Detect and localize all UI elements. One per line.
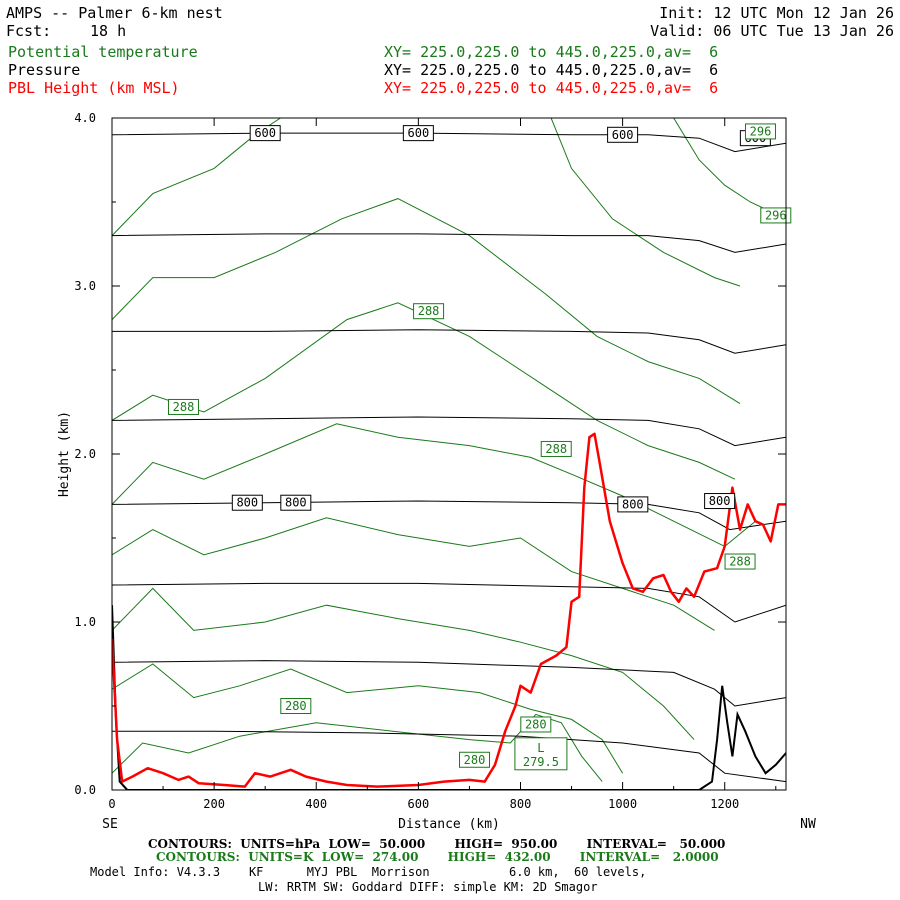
pressure-label-800: 800 <box>285 496 307 510</box>
y-axis-label: Height (km) <box>57 411 72 497</box>
terrain <box>112 605 786 790</box>
y-tick-label-0.0: 0.0 <box>74 783 96 797</box>
pressure-label-800-box <box>231 494 263 511</box>
field-theta-xy: XY= 225.0,225.0 to 445.0,225.0,av= 6 <box>384 43 719 61</box>
pressure-label-600-box <box>607 126 639 143</box>
field-pbl-name: PBL Height (km MSL) <box>8 79 180 97</box>
field-theta-name: Potential temperature <box>8 43 198 61</box>
pressure-contour-900 <box>112 660 786 707</box>
x-tick-label-1200: 1200 <box>710 797 739 811</box>
y-tick-label-1.0: 1.0 <box>74 615 96 629</box>
x-tick-label-200: 200 <box>203 797 225 811</box>
x-tick-label-1000: 1000 <box>608 797 637 811</box>
theta-contour-282 <box>112 663 624 774</box>
fcst-label: Fcst: <box>6 22 52 40</box>
field-pbl-xy: XY= 225.0,225.0 to 445.0,225.0,av= 6 <box>384 79 719 97</box>
theta-label-280-box <box>459 751 491 768</box>
pressure-label-800-box <box>704 493 736 510</box>
theta-label-280: 280 <box>285 699 307 713</box>
pbl-height-line <box>112 432 786 788</box>
theta-label-296-box <box>744 123 776 140</box>
theta-label-296-box <box>760 207 792 224</box>
pressure-label-600: 600 <box>408 126 430 140</box>
axes: 0 200 400 600 800 1000 1200 0.0 1.0 2.0 3.0 4.0 <box>74 111 786 811</box>
theta-label-296: 296 <box>765 208 787 222</box>
theta-label-288: 288 <box>545 442 567 456</box>
pressure-label-800: 800 <box>622 497 644 511</box>
pbl-height <box>112 432 786 788</box>
x-right-end-label: NW <box>800 817 816 832</box>
pressure-contour-950 <box>112 730 786 783</box>
footer-model-info: Model Info: V4.3.3 KF MYJ PBL Morrison 6… <box>90 865 647 879</box>
pressure-label-800: 800 <box>709 494 731 508</box>
pressure-label-600: 600 <box>254 126 276 140</box>
field-pressure-xy: XY= 225.0,225.0 to 445.0,225.0,av= 6 <box>384 61 719 79</box>
theta-label-288-box <box>540 440 572 457</box>
chart-title: AMPS -- Palmer 6-km nest <box>6 4 223 22</box>
x-tick-label-600: 600 <box>408 797 430 811</box>
theta-label-288-box <box>724 553 756 570</box>
pressure-contour-800 <box>112 500 786 531</box>
pressure-label-800: 800 <box>236 496 258 510</box>
footer-physics-info: LW: RRTM SW: Goddard DIFF: simple KM: 2D… <box>258 880 598 894</box>
pressure-label-600-box <box>249 125 281 142</box>
pressure-label-800-box <box>617 496 649 513</box>
valid-time: Valid: 06 UTC Tue 13 Jan 26 <box>650 22 894 40</box>
y-tick-label-4.0: 4.0 <box>74 111 96 125</box>
pressure-label-600: 600 <box>612 128 634 142</box>
pressure-contour-650 <box>112 233 786 253</box>
terrain-line <box>112 605 786 790</box>
theta-label-288-box <box>167 398 199 415</box>
footer-pressure-contours: CONTOURS: UNITS=hPa LOW= 50.000 HIGH= 95… <box>148 837 726 851</box>
pressure-contour-850 <box>112 582 786 623</box>
theta-label-280-box <box>520 716 552 733</box>
pressure-contour-700 <box>112 329 786 354</box>
theta-contour-280 <box>112 713 603 782</box>
x-tick-label-400: 400 <box>305 797 327 811</box>
field-pressure-name: Pressure <box>8 61 81 79</box>
theta-label-288-box <box>413 303 445 320</box>
theta-label-280: 280 <box>464 753 486 767</box>
theta-label-280: 280 <box>525 717 547 731</box>
x-tick-label-800: 800 <box>510 797 532 811</box>
x-tick-label-0: 0 <box>108 797 115 811</box>
y-tick-label-3.0: 3.0 <box>74 279 96 293</box>
contour-labels: 6006006006008008008008002802802802882882… <box>167 123 792 771</box>
x-left-end-label: SE <box>102 817 118 832</box>
theta-label-280-box <box>280 698 312 714</box>
theta-contour-284 <box>112 587 695 740</box>
theta-label-296: 296 <box>750 124 772 138</box>
footer-theta-contours: CONTOURS: UNITS=K LOW= 274.00 HIGH= 432.… <box>156 850 719 864</box>
pressure-label-800-box <box>280 494 312 511</box>
theta-label-288: 288 <box>173 400 195 414</box>
theta-min-symbol: L <box>537 741 544 755</box>
init-time: Init: 12 UTC Mon 12 Jan 26 <box>659 4 894 22</box>
theta-label-288: 288 <box>418 304 440 318</box>
theta-contour-288 <box>112 423 756 547</box>
theta-min-value: 279.5 <box>523 755 559 769</box>
x-axis-label: Distance (km) <box>398 817 500 832</box>
theta-contours <box>112 118 786 782</box>
pressure-contour-750 <box>112 416 786 447</box>
theta-contour-292 <box>112 198 741 405</box>
y-tick-label-2.0: 2.0 <box>74 447 96 461</box>
theta-contour-286 <box>112 517 715 631</box>
theta-min-box <box>514 737 568 771</box>
fcst-value: 18 h <box>90 22 127 40</box>
theta-label-288: 288 <box>729 555 751 569</box>
